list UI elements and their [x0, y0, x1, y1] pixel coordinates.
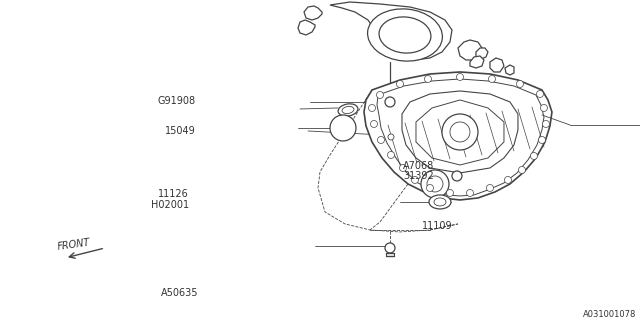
Polygon shape	[458, 40, 482, 60]
Polygon shape	[490, 58, 504, 72]
Circle shape	[456, 74, 463, 81]
Text: G91908: G91908	[157, 96, 195, 106]
Ellipse shape	[429, 195, 451, 209]
Text: A7068: A7068	[403, 161, 435, 172]
Circle shape	[427, 176, 443, 192]
Polygon shape	[298, 20, 315, 35]
Ellipse shape	[379, 17, 431, 53]
Circle shape	[518, 166, 525, 173]
Circle shape	[467, 189, 474, 196]
Text: 15049: 15049	[164, 126, 195, 136]
Ellipse shape	[338, 104, 358, 116]
Circle shape	[412, 176, 419, 183]
Circle shape	[447, 189, 454, 196]
Circle shape	[387, 151, 394, 158]
Circle shape	[369, 104, 376, 111]
Circle shape	[543, 120, 550, 127]
Circle shape	[399, 164, 406, 172]
Polygon shape	[330, 2, 452, 60]
Circle shape	[385, 243, 395, 253]
Circle shape	[538, 136, 545, 143]
Polygon shape	[402, 91, 518, 173]
Text: 31392: 31392	[403, 171, 434, 181]
Polygon shape	[470, 56, 484, 68]
Circle shape	[450, 122, 470, 142]
Circle shape	[424, 76, 431, 83]
Circle shape	[516, 81, 524, 87]
Text: 11109: 11109	[422, 220, 453, 230]
Circle shape	[371, 120, 378, 127]
Circle shape	[488, 76, 495, 83]
Text: H02001: H02001	[150, 200, 189, 210]
Circle shape	[504, 176, 511, 183]
Text: FRONT: FRONT	[56, 237, 91, 252]
Ellipse shape	[434, 198, 446, 206]
Ellipse shape	[342, 106, 354, 114]
Polygon shape	[476, 48, 488, 59]
Circle shape	[536, 91, 543, 98]
Circle shape	[540, 104, 547, 111]
Text: A50635: A50635	[161, 288, 198, 298]
Polygon shape	[382, 129, 399, 145]
Circle shape	[452, 171, 462, 181]
Circle shape	[378, 136, 385, 143]
Polygon shape	[304, 6, 322, 20]
Ellipse shape	[367, 9, 442, 61]
Circle shape	[531, 152, 538, 159]
Polygon shape	[416, 100, 504, 165]
Text: 11126: 11126	[158, 188, 189, 199]
Circle shape	[330, 115, 356, 141]
Circle shape	[388, 134, 394, 140]
Circle shape	[397, 81, 403, 87]
Polygon shape	[377, 79, 544, 196]
Polygon shape	[364, 72, 552, 200]
Text: A031001078: A031001078	[584, 310, 637, 319]
Circle shape	[421, 170, 449, 198]
Circle shape	[442, 114, 478, 150]
Polygon shape	[505, 65, 514, 75]
Circle shape	[376, 92, 383, 99]
Circle shape	[426, 184, 433, 191]
Circle shape	[486, 184, 493, 191]
Circle shape	[385, 97, 395, 107]
